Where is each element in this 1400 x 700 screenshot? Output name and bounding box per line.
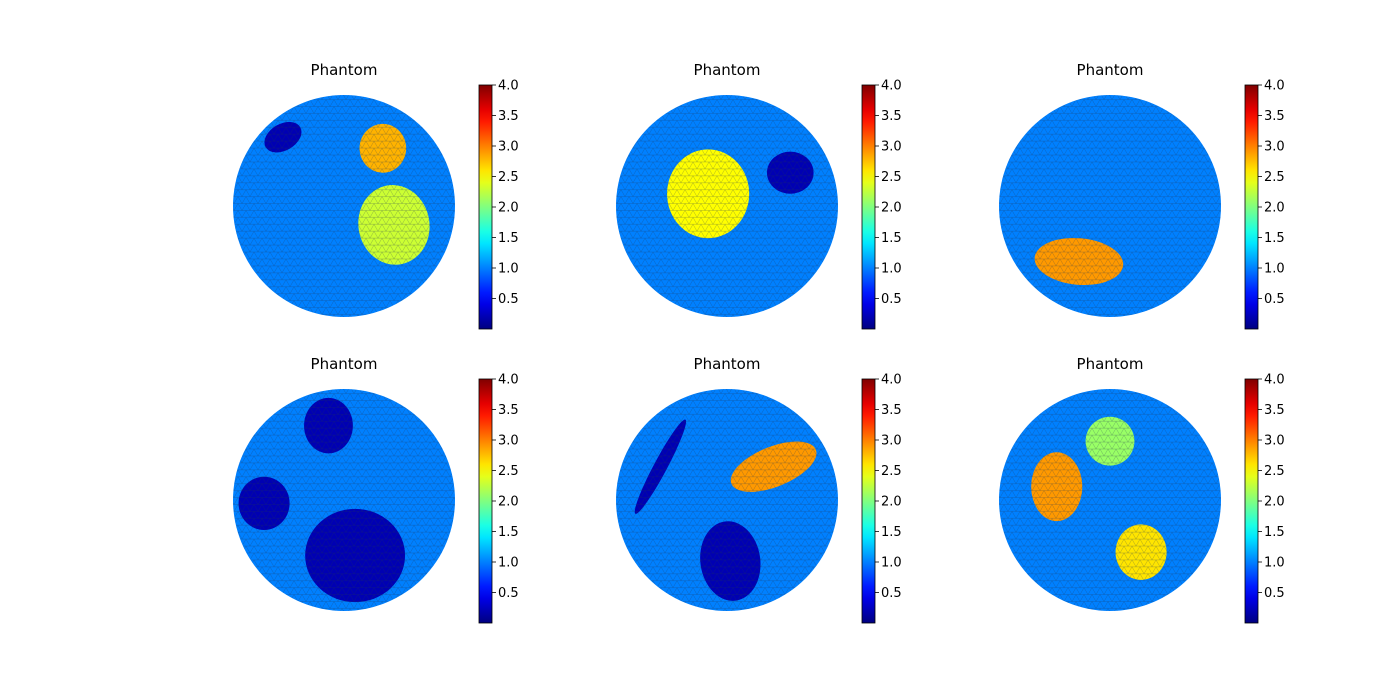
- colorbar: [861, 84, 876, 330]
- colorbar-tick-label: 3.5: [1264, 403, 1285, 418]
- panel-title: Phantom: [694, 355, 761, 373]
- phantom-plot: Phantom 0.5 1.0 1.5 2.0 2.5 3.0 3.5 4.0: [616, 355, 902, 624]
- colorbar: [861, 378, 876, 624]
- panel-title: Phantom: [694, 61, 761, 79]
- colorbar-tick-label: 0.5: [1264, 292, 1285, 307]
- colorbar-tick-label: 3.0: [498, 434, 519, 449]
- colorbar-tick-label: 2.5: [881, 170, 902, 185]
- colorbar-tick-label: 1.0: [498, 262, 519, 277]
- colorbar-tick-label: 2.0: [498, 495, 519, 510]
- phantom-plot: Phantom 0.5 1.0 1.5 2.0 2.5 3.0 3.5 4.0: [233, 355, 519, 624]
- colorbar-tick-label: 1.5: [498, 525, 519, 540]
- colorbar-tick-label: 0.5: [881, 586, 902, 601]
- colorbar-tick-label: 0.5: [498, 586, 519, 601]
- colorbar-tick-label: 3.0: [881, 434, 902, 449]
- colorbar-tick-label: 1.5: [1264, 525, 1285, 540]
- colorbar-tick-label: 3.5: [881, 403, 902, 418]
- mesh-overlay: [616, 389, 838, 611]
- phantom-panel: Phantom 0.5 1.0 1.5 2.0 2.5 3.0 3.5 4.0: [613, 58, 933, 330]
- colorbar-tick-label: 1.5: [881, 231, 902, 246]
- colorbar-tick-label: 4.0: [1264, 373, 1285, 388]
- colorbar-tick-label: 4.0: [1264, 79, 1285, 94]
- colorbar-tick-label: 3.5: [498, 403, 519, 418]
- colorbar-tick-label: 0.5: [881, 292, 902, 307]
- panel-title: Phantom: [311, 355, 378, 373]
- colorbar-tick-label: 1.0: [498, 556, 519, 571]
- colorbar-tick-label: 3.0: [1264, 434, 1285, 449]
- colorbar-tick-label: 3.5: [1264, 109, 1285, 124]
- phantom-panel: Phantom 0.5 1.0 1.5 2.0 2.5 3.0 3.5 4.0: [613, 352, 933, 624]
- colorbar-tick-label: 4.0: [881, 373, 902, 388]
- colorbar-tick-label: 0.5: [1264, 586, 1285, 601]
- colorbar: [478, 84, 493, 330]
- phantom-plot: Phantom 0.5 1.0 1.5 2.0 2.5 3.0 3.5 4.0: [999, 61, 1285, 330]
- colorbar: [1244, 378, 1259, 624]
- colorbar-tick-label: 3.5: [881, 109, 902, 124]
- colorbar-tick-label: 4.0: [881, 79, 902, 94]
- mesh-overlay: [233, 389, 455, 611]
- mesh-overlay: [616, 95, 838, 317]
- colorbar-tick-label: 2.5: [1264, 170, 1285, 185]
- phantom-panel: Phantom 0.5 1.0 1.5 2.0 2.5 3.0 3.5 4.0: [230, 352, 550, 624]
- colorbar-tick-label: 1.0: [1264, 556, 1285, 571]
- colorbar-tick-label: 4.0: [498, 373, 519, 388]
- phantom-plot: Phantom 0.5 1.0 1.5 2.0 2.5 3.0 3.5 4.0: [999, 355, 1285, 624]
- phantom-panel: Phantom 0.5 1.0 1.5 2.0 2.5 3.0 3.5 4.0: [996, 58, 1316, 330]
- colorbar: [1244, 84, 1259, 330]
- colorbar-tick-label: 2.5: [881, 464, 902, 479]
- colorbar-tick-label: 2.0: [498, 201, 519, 216]
- colorbar-tick-label: 2.0: [1264, 495, 1285, 510]
- colorbar-tick-label: 2.5: [498, 170, 519, 185]
- colorbar-tick-label: 0.5: [498, 292, 519, 307]
- colorbar-tick-label: 1.0: [1264, 262, 1285, 277]
- colorbar-tick-label: 2.0: [1264, 201, 1285, 216]
- colorbar-tick-label: 1.5: [498, 231, 519, 246]
- colorbar-tick-label: 1.0: [881, 556, 902, 571]
- colorbar-tick-label: 1.5: [1264, 231, 1285, 246]
- colorbar-tick-label: 3.0: [1264, 140, 1285, 155]
- mesh-overlay: [999, 389, 1221, 611]
- mesh-overlay: [999, 95, 1221, 317]
- colorbar-tick-label: 3.0: [498, 140, 519, 155]
- phantom-panel: Phantom 0.5 1.0 1.5 2.0 2.5 3.0 3.5 4.0: [996, 352, 1316, 624]
- panel-title: Phantom: [1077, 355, 1144, 373]
- phantom-plot: Phantom 0.5 1.0 1.5 2.0 2.5 3.0 3.5 4.0: [233, 61, 519, 330]
- phantom-panel: Phantom 0.5 1.0 1.5 2.0 2.5 3.0 3.5 4.0: [230, 58, 550, 330]
- colorbar-tick-label: 2.5: [1264, 464, 1285, 479]
- colorbar-tick-label: 1.5: [881, 525, 902, 540]
- colorbar-tick-label: 1.0: [881, 262, 902, 277]
- colorbar-tick-label: 2.0: [881, 495, 902, 510]
- colorbar-tick-label: 2.0: [881, 201, 902, 216]
- colorbar-tick-label: 3.5: [498, 109, 519, 124]
- mesh-overlay: [233, 95, 455, 317]
- panel-title: Phantom: [1077, 61, 1144, 79]
- colorbar-tick-label: 2.5: [498, 464, 519, 479]
- colorbar-tick-label: 3.0: [881, 140, 902, 155]
- colorbar-tick-label: 4.0: [498, 79, 519, 94]
- phantom-plot: Phantom 0.5 1.0 1.5 2.0 2.5 3.0 3.5 4.0: [616, 61, 902, 330]
- colorbar: [478, 378, 493, 624]
- panel-title: Phantom: [311, 61, 378, 79]
